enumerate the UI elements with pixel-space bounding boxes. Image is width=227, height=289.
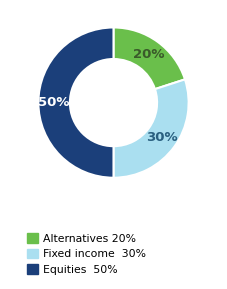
Wedge shape [114, 79, 189, 178]
Wedge shape [114, 27, 185, 89]
Text: 30%: 30% [146, 131, 177, 144]
Text: 50%: 50% [38, 96, 70, 109]
Text: 20%: 20% [133, 48, 164, 61]
Legend: Alternatives 20%, Fixed income  30%, Equities  50%: Alternatives 20%, Fixed income 30%, Equi… [24, 230, 149, 278]
Wedge shape [38, 27, 113, 178]
